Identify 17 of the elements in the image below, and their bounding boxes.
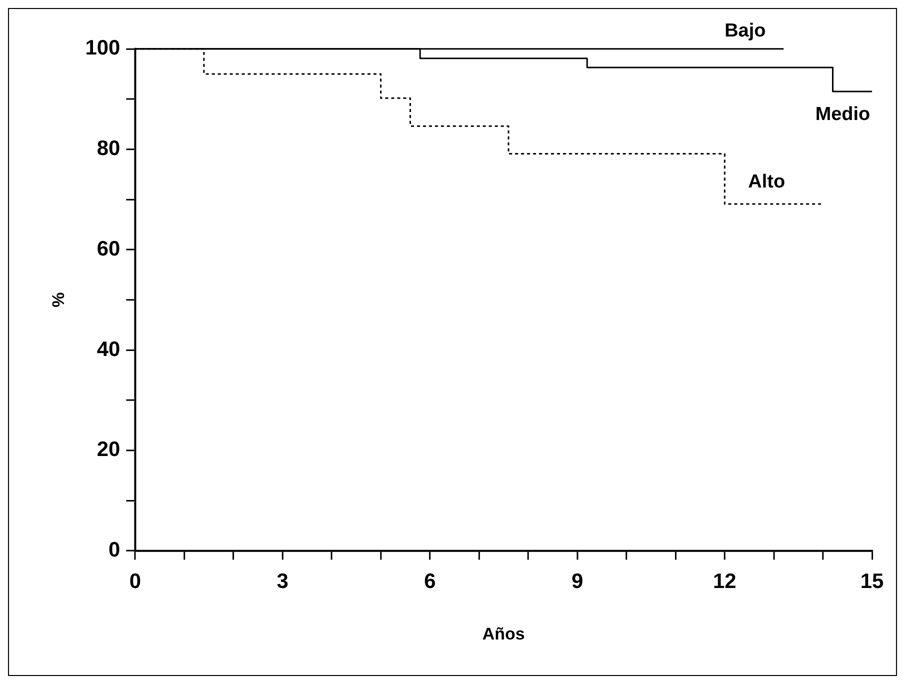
x-tick-label: 3 [276, 570, 288, 594]
y-tick-label: 20 [96, 438, 120, 462]
series-label: Medio [815, 104, 870, 126]
y-tick-label: 80 [96, 137, 120, 160]
x-tick-label: 0 [129, 570, 141, 594]
y-tick-label: 40 [96, 338, 120, 361]
series-label: Bajo [724, 20, 766, 42]
y-tick-label: 100 [85, 36, 120, 60]
y-tick-label: 60 [96, 237, 120, 260]
series-label: Alto [748, 172, 786, 193]
x-tick-label: 15 [860, 570, 884, 594]
x-tick-label: 9 [571, 570, 584, 594]
x-tick-label: 6 [424, 570, 436, 594]
x-tick-label: 12 [713, 570, 736, 594]
x-axis-title: Años [482, 624, 525, 644]
y-axis-title: % [48, 292, 68, 308]
y-tick-label: 0 [108, 538, 120, 562]
